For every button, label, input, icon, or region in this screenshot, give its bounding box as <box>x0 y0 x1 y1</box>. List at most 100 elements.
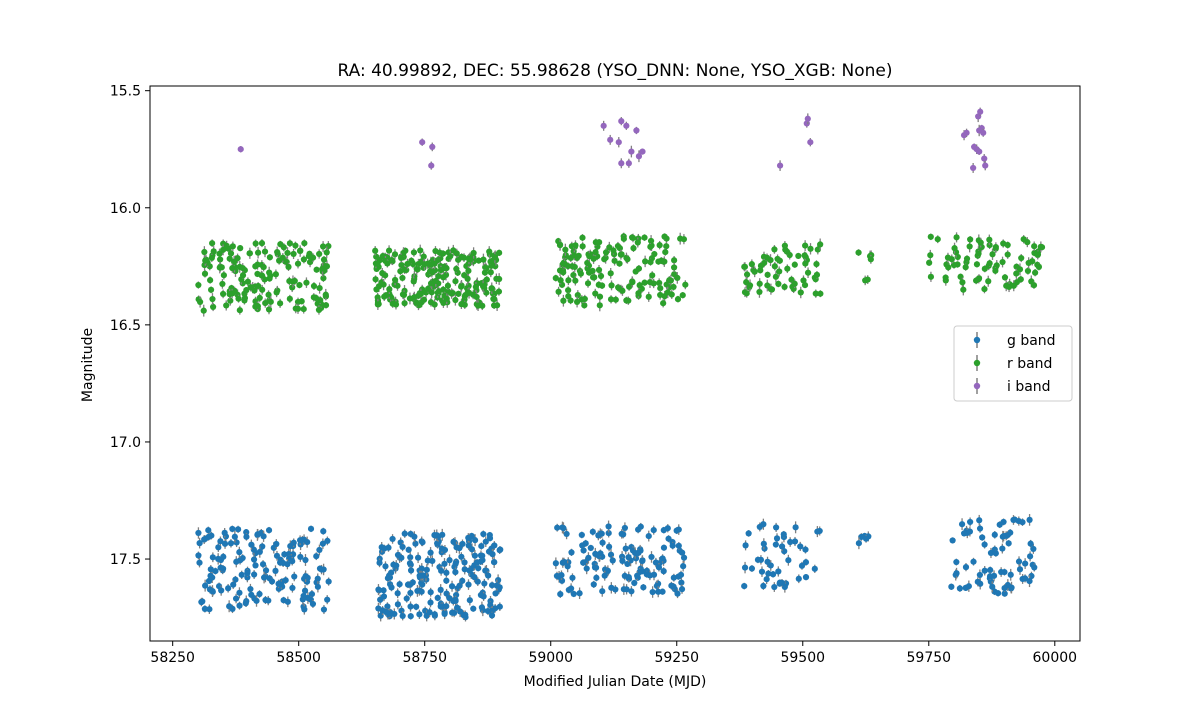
r-band-point <box>259 286 266 293</box>
g-band-point <box>407 603 414 610</box>
r-band-point <box>200 307 207 314</box>
r-band-point <box>277 300 284 307</box>
r-band-point <box>220 246 227 253</box>
g-band-point <box>376 559 383 566</box>
r-band-point <box>465 267 472 274</box>
g-band-point <box>259 543 266 550</box>
r-band-point <box>432 282 439 289</box>
g-band-point <box>296 537 304 544</box>
g-band-point <box>991 531 998 538</box>
g-band-point <box>471 537 479 544</box>
g-band-point <box>981 567 988 574</box>
g-band-point <box>450 538 457 545</box>
g-band-point <box>492 590 499 597</box>
g-band-point <box>773 524 780 531</box>
g-band-point <box>479 552 486 559</box>
g-band-point <box>252 562 259 569</box>
r-band-point <box>1024 267 1032 275</box>
r-band-point <box>443 265 450 272</box>
g-band-point <box>622 545 629 552</box>
r-band-point <box>487 258 494 265</box>
r-band-point <box>431 301 438 308</box>
g-band-point <box>1026 578 1033 585</box>
r-band-point <box>746 282 754 289</box>
g-band-point <box>272 567 279 574</box>
r-band-point <box>804 269 812 276</box>
r-band-point <box>256 294 263 301</box>
g-band-point <box>962 564 970 571</box>
r-band-point <box>1031 243 1038 250</box>
g-band-point <box>493 582 500 589</box>
r-band-point <box>319 265 326 272</box>
g-band-point <box>231 533 238 540</box>
g-band-point <box>605 530 612 537</box>
legend-label-g-band: g band <box>1007 333 1056 349</box>
r-band-point <box>246 250 253 257</box>
g-band-point <box>785 557 792 564</box>
r-band-point <box>656 242 663 249</box>
r-band-point <box>315 306 323 314</box>
r-band-point <box>290 250 297 258</box>
r-band-point <box>993 262 1000 269</box>
r-band-point <box>634 239 641 246</box>
r-band-point <box>867 256 874 263</box>
r-band-point <box>209 295 216 303</box>
r-band-point <box>322 291 329 298</box>
r-band-point <box>486 248 493 255</box>
r-band-point <box>398 254 405 261</box>
g-band-point <box>553 572 561 580</box>
g-band-point <box>987 578 994 585</box>
r-band-point <box>449 289 456 297</box>
g-band-point <box>437 603 444 610</box>
g-band-point <box>398 607 405 614</box>
g-band-point <box>758 568 766 575</box>
r-band-point <box>372 260 380 267</box>
g-band-point <box>1019 519 1026 526</box>
r-band-point <box>649 272 656 279</box>
r-band-point <box>229 243 236 250</box>
r-band-point <box>285 263 292 270</box>
i-band-point <box>635 153 643 160</box>
g-band-point <box>232 595 240 602</box>
g-band-point <box>452 560 459 567</box>
g-band-point <box>976 571 983 579</box>
g-band-point <box>797 543 804 550</box>
r-band-point <box>574 292 581 299</box>
g-band-point <box>1007 571 1014 578</box>
g-band-point <box>628 588 635 595</box>
r-band-point <box>636 282 643 289</box>
g-band-point <box>205 577 213 585</box>
r-band-point <box>767 286 775 293</box>
r-band-point <box>817 241 824 248</box>
g-band-point <box>670 583 677 590</box>
g-band-point <box>304 538 311 546</box>
legend: g band r band i band <box>953 325 1073 402</box>
g-band-point <box>580 547 587 554</box>
x-tick-label-59500: 59500 <box>780 650 825 666</box>
g-band-point <box>675 573 682 580</box>
r-band-point <box>479 283 487 290</box>
g-band-point <box>302 556 309 564</box>
g-band-point <box>316 546 323 554</box>
r-band-point <box>223 302 230 309</box>
r-band-point <box>601 256 608 263</box>
g-band-point <box>459 577 466 584</box>
g-band-point <box>201 605 208 612</box>
r-band-point <box>641 279 648 286</box>
r-band-point <box>817 290 824 297</box>
g-band-point <box>653 582 660 590</box>
r-band-point <box>612 296 619 303</box>
g-band-point <box>802 574 810 581</box>
r-band-point <box>491 295 498 303</box>
r-band-point <box>415 260 422 268</box>
r-band-point <box>757 267 764 274</box>
g-band-point <box>265 597 272 604</box>
g-band-point <box>218 587 225 594</box>
g-band-point <box>251 571 258 578</box>
i-band-point <box>639 148 646 155</box>
r-band-point <box>380 281 387 288</box>
r-band-point <box>771 263 778 270</box>
r-band-point <box>247 284 254 291</box>
r-band-point <box>569 263 576 270</box>
g-band-point <box>778 579 786 586</box>
